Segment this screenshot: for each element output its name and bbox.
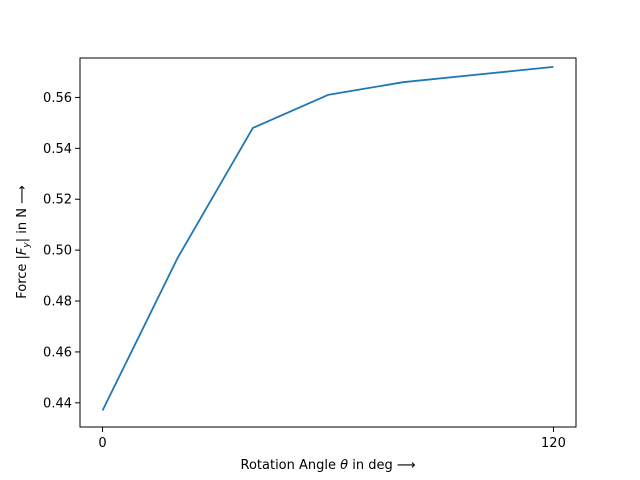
y-tick-label: 0.50 xyxy=(43,244,72,259)
plot-area xyxy=(80,58,576,427)
x-tick-label: 0 xyxy=(98,436,106,451)
y-tick-label: 0.46 xyxy=(43,345,72,360)
axes-frame xyxy=(79,57,577,428)
y-tick-label: 0.48 xyxy=(43,295,72,310)
y-tick-label: 0.44 xyxy=(43,396,72,411)
y-tick-label: 0.52 xyxy=(43,193,72,208)
x-tick-label: 120 xyxy=(541,436,566,451)
series-line-0 xyxy=(101,66,554,411)
y-axis-label: Force |Fy| in N ⟶ xyxy=(15,185,32,299)
x-axis-label: Rotation Angle θ in deg ⟶ xyxy=(241,458,416,473)
y-tick-label: 0.56 xyxy=(43,91,72,106)
y-tick-label: 0.54 xyxy=(43,142,72,157)
